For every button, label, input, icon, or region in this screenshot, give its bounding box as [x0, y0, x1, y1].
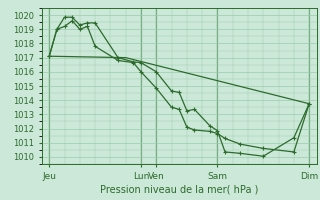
X-axis label: Pression niveau de la mer( hPa ): Pression niveau de la mer( hPa ) — [100, 185, 258, 195]
